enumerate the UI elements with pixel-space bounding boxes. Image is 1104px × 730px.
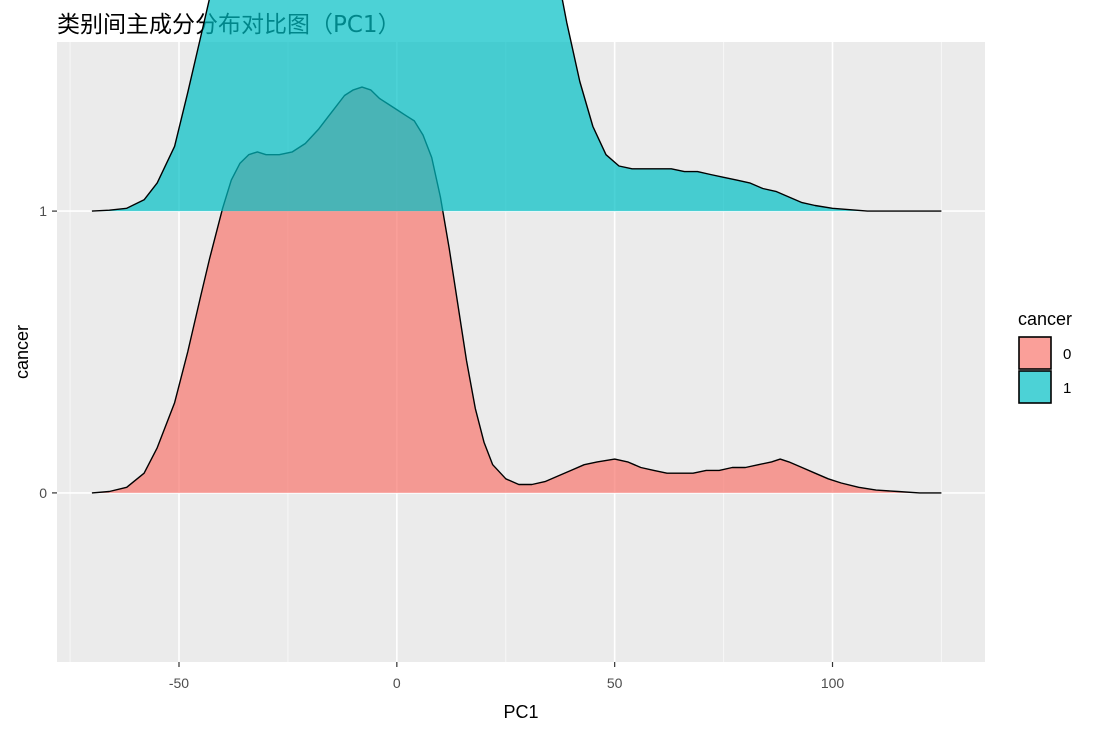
density-area-1 bbox=[91, 0, 942, 212]
y-axis: 01 bbox=[39, 203, 57, 501]
legend: cancer 0 1 bbox=[1018, 309, 1072, 404]
y-tick-label: 0 bbox=[39, 485, 47, 501]
x-tick-label: 0 bbox=[393, 675, 401, 691]
x-axis-title: PC1 bbox=[503, 702, 538, 722]
x-tick-label: 50 bbox=[607, 675, 623, 691]
x-tick-label: -50 bbox=[169, 675, 189, 691]
density-outline-1 bbox=[91, 0, 942, 212]
legend-label-1: 1 bbox=[1063, 380, 1071, 397]
grid-minor bbox=[69, 42, 942, 662]
y-axis-title: cancer bbox=[12, 325, 32, 379]
series-layer bbox=[91, 0, 942, 494]
legend-key-0 bbox=[1018, 336, 1052, 370]
x-axis: -50 0 50 100 bbox=[169, 662, 845, 691]
legend-label-0: 0 bbox=[1063, 346, 1071, 363]
y-tick-label: 1 bbox=[39, 203, 47, 219]
legend-title: cancer bbox=[1018, 309, 1072, 329]
legend-key-1 bbox=[1018, 370, 1052, 404]
x-tick-label: 100 bbox=[821, 675, 845, 691]
